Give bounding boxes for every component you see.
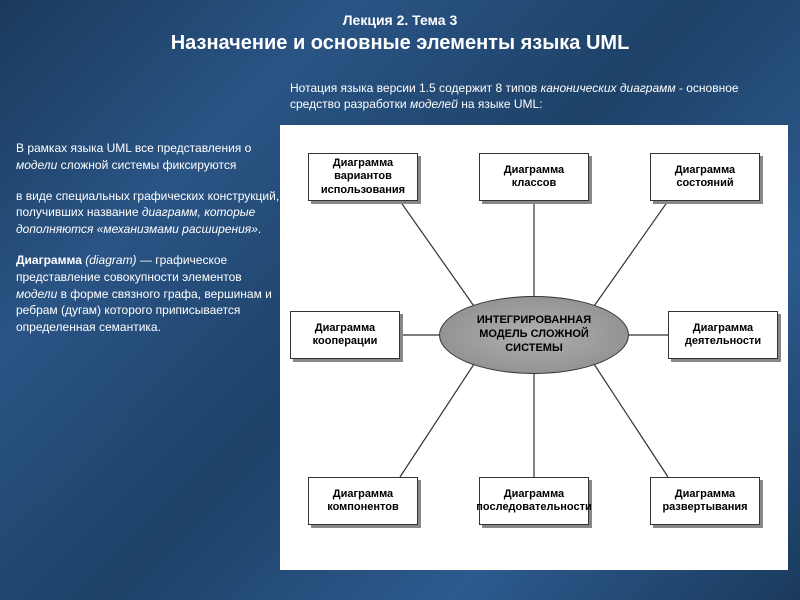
p2c: . [258,222,261,236]
edge-deploy [592,361,668,477]
node-class: Диаграмма классов [479,153,589,201]
node-sequence: Диаграмма последовательности [479,477,589,525]
slide-header: Лекция 2. Тема 3 Назначение и основные э… [0,0,800,59]
edge-usecase [400,201,476,309]
side-text: В рамках языка UML все представления о м… [16,140,281,350]
p3a: Диаграмма [16,253,82,267]
intro-text: Нотация языка версии 1.5 содержит 8 типо… [290,80,770,112]
intro-a: Нотация языка версии 1.5 содержит 8 типо… [290,81,541,95]
side-p1: В рамках языка UML все представления о м… [16,140,281,174]
edge-component [400,361,476,477]
intro-e: на языке UML: [461,97,542,111]
node-coop: Диаграмма кооперации [290,311,400,359]
node-deploy: Диаграмма развертывания [650,477,760,525]
uml-diagram: ИНТЕГРИРОВАННАЯ МОДЕЛЬ СЛОЖНОЙ СИСТЕМЫ Д… [280,125,788,570]
p3b: (diagram) [82,253,137,267]
node-activity: Диаграмма деятельности [668,311,778,359]
node-usecase: Диаграмма вариантов использования [308,153,418,201]
center-label: ИНТЕГРИРОВАННАЯ МОДЕЛЬ СЛОЖНОЙ СИСТЕМЫ [454,314,614,355]
side-p3: Диаграмма (diagram) — графическое предст… [16,252,281,336]
lecture-number: Лекция 2. Тема 3 [0,12,800,28]
edge-state [592,201,668,309]
slide-title: Назначение и основные элементы языка UML [0,32,800,55]
intro-d: моделей [410,97,461,111]
p1a: В рамках языка UML все представления о [16,141,251,155]
node-component: Диаграмма компонентов [308,477,418,525]
side-p2: в виде специальных графических конструкц… [16,188,281,238]
p3d: модели [16,287,61,301]
p1c: сложной системы фиксируются [57,158,236,172]
node-state: Диаграмма состояний [650,153,760,201]
intro-b: канонических диаграмм [541,81,676,95]
center-ellipse: ИНТЕГРИРОВАННАЯ МОДЕЛЬ СЛОЖНОЙ СИСТЕМЫ [439,296,629,374]
p1b: модели [16,158,57,172]
